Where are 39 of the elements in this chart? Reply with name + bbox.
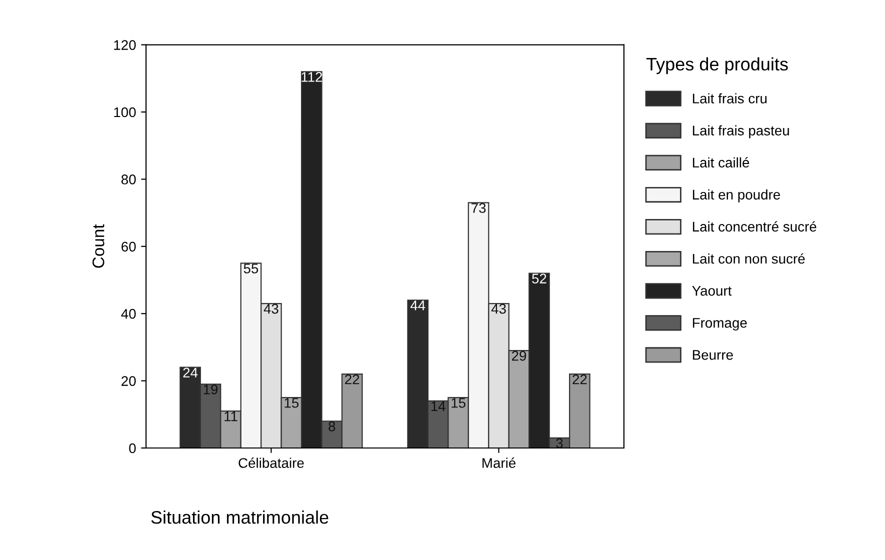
- data-label: 73: [472, 203, 486, 213]
- y-tick-label: 40: [121, 308, 136, 319]
- legend-label: Beurre: [692, 350, 733, 360]
- data-label: 44: [410, 300, 426, 310]
- data-label: 24: [183, 368, 198, 378]
- data-label: 3: [556, 438, 563, 448]
- y-tick-label: 60: [122, 242, 136, 252]
- y-tick-label: 20: [122, 376, 136, 386]
- legend-label: Lait concentré sucré: [692, 221, 816, 232]
- legend-label: Fromage: [692, 318, 747, 331]
- y-tick-label: 0: [129, 443, 136, 454]
- data-label: 112: [302, 72, 322, 82]
- data-label: 55: [244, 264, 258, 274]
- legend-label: Yaourt: [692, 286, 732, 296]
- legend-title: Types de produits: [646, 57, 788, 74]
- legend-label: Lait caillé: [692, 157, 750, 168]
- data-label: 8: [328, 421, 336, 432]
- data-label: 43: [491, 304, 506, 314]
- x-tick-label: Célibataire: [238, 458, 304, 468]
- data-label: 19: [204, 384, 218, 394]
- legend-label: Lait con non sucré: [692, 253, 805, 264]
- y-tick-label: 80: [121, 174, 136, 184]
- data-label: 14: [431, 401, 446, 412]
- data-label: 43: [264, 304, 278, 314]
- y-tick-label: 120: [114, 40, 136, 50]
- data-label: 52: [532, 274, 546, 284]
- y-axis-title: Count: [92, 224, 104, 268]
- data-label: 22: [345, 374, 360, 384]
- legend-label: Lait en poudre: [692, 189, 780, 202]
- x-axis-title: Situation matrimoniale: [151, 510, 328, 524]
- legend-label: Lait frais pasteu: [692, 125, 789, 138]
- y-tick-label: 100: [114, 107, 136, 118]
- data-label: 11: [224, 412, 238, 422]
- data-label: 15: [284, 398, 299, 408]
- legend-label: Lait frais cru: [692, 93, 767, 104]
- data-label: 15: [452, 398, 466, 408]
- x-tick-label: Marié: [482, 458, 516, 468]
- data-label: 22: [572, 374, 587, 384]
- data-label: 29: [512, 350, 526, 361]
